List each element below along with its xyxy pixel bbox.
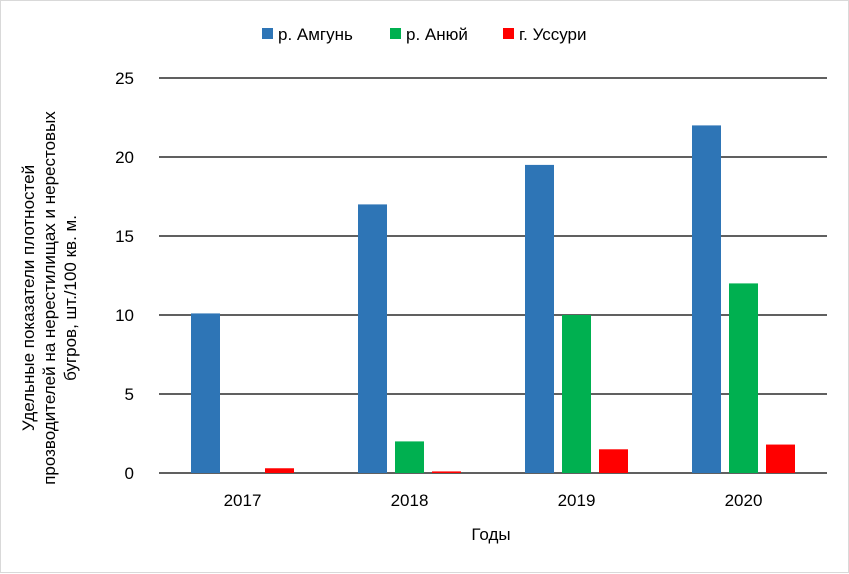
x-tick-label: 2020	[725, 491, 763, 510]
bar-2019-series-2	[599, 449, 628, 473]
gridlines	[159, 77, 827, 474]
x-tick-labels: 2017 2018 2019 2020	[224, 491, 763, 510]
legend-label: р. Анюй	[406, 25, 468, 44]
legend-swatch	[503, 28, 514, 39]
y-axis-title: Удельные показатели плотностей прозводите…	[19, 111, 80, 485]
legend-swatch	[262, 28, 273, 39]
bar-2020-series-1	[729, 283, 758, 473]
y-tick-label: 25	[115, 69, 134, 88]
bar-2017-series-2	[265, 468, 294, 473]
y-tick-label: 15	[115, 227, 134, 246]
bar-2018-series-0	[358, 204, 387, 473]
bar-2019-series-1	[562, 315, 591, 473]
bar-2017-series-0	[191, 313, 220, 473]
bar-2019-series-0	[525, 164, 554, 473]
y-axis-title-line: прозводителей на нерестилищах и нерестов…	[40, 111, 59, 485]
legend-label: г. Уссури	[519, 25, 587, 44]
y-axis-title-line: бугров, шт./100 кв. м.	[61, 215, 80, 381]
y-tick-label: 5	[125, 385, 134, 404]
x-axis-title: Годы	[471, 525, 510, 544]
x-tick-label: 2017	[224, 491, 262, 510]
x-tick-label: 2018	[391, 491, 429, 510]
x-tick-label: 2019	[558, 491, 596, 510]
y-tick-label: 10	[115, 306, 134, 325]
legend-swatch	[390, 28, 401, 39]
y-tick-labels: 0 5 10 15 20 25	[115, 69, 134, 483]
bar-2020-series-0	[692, 125, 721, 474]
bar-2020-series-2	[766, 444, 795, 473]
y-tick-label: 20	[115, 148, 134, 167]
y-axis-title-line: Удельные показатели плотностей	[19, 165, 38, 431]
legend-label: р. Амгунь	[278, 25, 353, 44]
bars	[191, 125, 795, 474]
legend: р. Амгунь р. Анюй г. Уссури	[262, 25, 587, 44]
bar-2018-series-2	[432, 471, 461, 473]
bar-2018-series-1	[395, 441, 424, 473]
y-tick-label: 0	[125, 464, 134, 483]
